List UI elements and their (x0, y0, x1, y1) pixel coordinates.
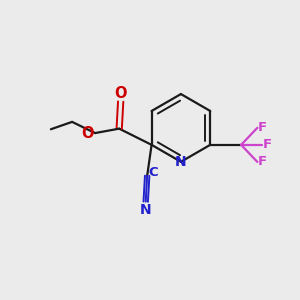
Text: N: N (175, 155, 187, 169)
Text: C: C (149, 166, 158, 179)
Text: F: F (263, 138, 272, 151)
Text: O: O (114, 86, 127, 101)
Text: F: F (258, 155, 267, 168)
Text: F: F (258, 121, 267, 134)
Text: N: N (140, 202, 152, 217)
Text: O: O (81, 126, 94, 141)
